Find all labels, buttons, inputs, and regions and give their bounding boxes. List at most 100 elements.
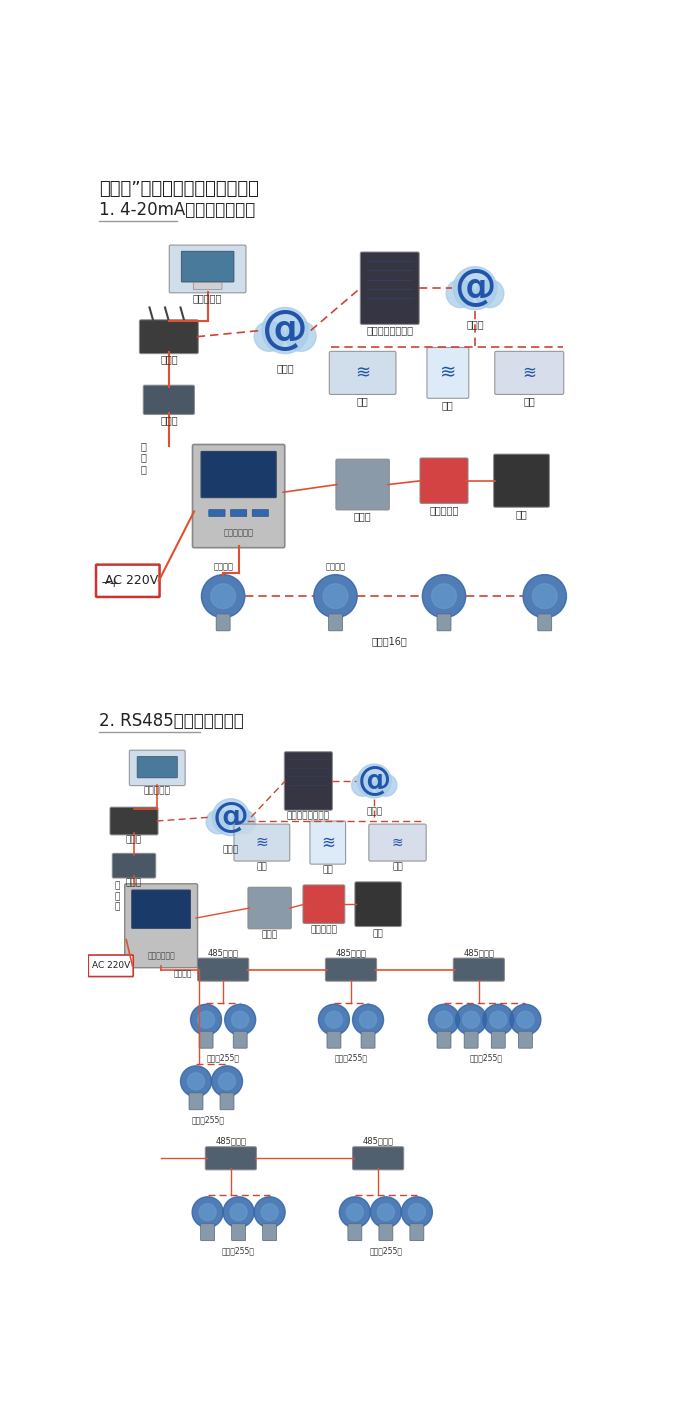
FancyBboxPatch shape xyxy=(369,825,426,861)
FancyBboxPatch shape xyxy=(491,1031,505,1048)
Circle shape xyxy=(188,1072,204,1090)
FancyBboxPatch shape xyxy=(197,958,248,981)
Text: 声光报警器: 声光报警器 xyxy=(310,924,337,934)
FancyBboxPatch shape xyxy=(248,888,291,929)
Text: AC 220V: AC 220V xyxy=(92,961,130,971)
Text: 风机: 风机 xyxy=(516,509,527,519)
Circle shape xyxy=(446,280,475,308)
Text: 485中继器: 485中继器 xyxy=(335,948,366,957)
Text: @: @ xyxy=(262,308,308,353)
FancyBboxPatch shape xyxy=(348,1224,362,1241)
Circle shape xyxy=(408,1204,426,1221)
FancyBboxPatch shape xyxy=(328,613,342,630)
Circle shape xyxy=(377,1204,394,1221)
Circle shape xyxy=(428,1005,459,1036)
FancyBboxPatch shape xyxy=(199,1031,213,1048)
Text: ≋: ≋ xyxy=(440,363,456,383)
FancyBboxPatch shape xyxy=(205,1147,256,1169)
Text: 转换器: 转换器 xyxy=(126,879,142,888)
Circle shape xyxy=(432,584,456,608)
FancyBboxPatch shape xyxy=(193,445,285,547)
Circle shape xyxy=(463,1012,480,1029)
Text: 可连接255台: 可连接255台 xyxy=(191,1116,224,1124)
FancyBboxPatch shape xyxy=(284,751,332,810)
Text: 2. RS485信号连接系统图: 2. RS485信号连接系统图 xyxy=(99,712,244,730)
FancyBboxPatch shape xyxy=(310,822,346,864)
Text: 互联网: 互联网 xyxy=(366,808,382,816)
Text: 风机: 风机 xyxy=(372,929,384,938)
FancyBboxPatch shape xyxy=(360,252,419,325)
Circle shape xyxy=(340,1197,370,1227)
Text: ≋: ≋ xyxy=(522,364,536,381)
Text: 可连接255台: 可连接255台 xyxy=(335,1054,368,1062)
FancyBboxPatch shape xyxy=(189,1093,203,1110)
Circle shape xyxy=(286,321,316,352)
Text: 手机: 手机 xyxy=(323,865,333,875)
Text: ≋: ≋ xyxy=(392,836,403,850)
Text: 电磁阀: 电磁阀 xyxy=(354,512,372,522)
Circle shape xyxy=(218,1072,235,1090)
Text: 终端: 终端 xyxy=(392,862,403,871)
Text: @: @ xyxy=(454,267,496,310)
FancyBboxPatch shape xyxy=(327,1031,341,1048)
Text: @: @ xyxy=(358,764,391,798)
Text: 可连接255台: 可连接255台 xyxy=(470,1054,503,1062)
Circle shape xyxy=(517,1012,534,1029)
FancyBboxPatch shape xyxy=(234,825,290,861)
Text: 互联网: 互联网 xyxy=(466,319,484,329)
Text: 485中继器: 485中继器 xyxy=(463,948,494,957)
Circle shape xyxy=(212,799,249,836)
FancyBboxPatch shape xyxy=(88,955,133,976)
Circle shape xyxy=(225,1005,256,1036)
FancyBboxPatch shape xyxy=(303,885,345,923)
Circle shape xyxy=(211,1067,242,1096)
Text: 485中继器: 485中继器 xyxy=(208,948,239,957)
Text: 安帕尔网络服务器: 安帕尔网络服务器 xyxy=(287,810,330,820)
Text: 单机版电脑: 单机版电脑 xyxy=(144,787,171,795)
Text: ≋: ≋ xyxy=(321,833,335,851)
FancyBboxPatch shape xyxy=(495,352,564,394)
Circle shape xyxy=(454,267,497,310)
Text: 路由器: 路由器 xyxy=(160,355,178,364)
Text: 单机版电脑: 单机版电脑 xyxy=(193,294,223,304)
Circle shape xyxy=(490,1012,507,1029)
FancyBboxPatch shape xyxy=(201,1224,215,1241)
FancyBboxPatch shape xyxy=(181,252,234,281)
FancyBboxPatch shape xyxy=(144,386,195,415)
FancyBboxPatch shape xyxy=(137,757,177,778)
Circle shape xyxy=(374,774,397,796)
Circle shape xyxy=(197,1012,215,1029)
FancyBboxPatch shape xyxy=(361,1031,375,1048)
FancyBboxPatch shape xyxy=(519,1031,533,1048)
FancyBboxPatch shape xyxy=(326,958,377,981)
Circle shape xyxy=(211,584,235,608)
Text: 电磁阀: 电磁阀 xyxy=(262,930,278,940)
Text: 信号输出: 信号输出 xyxy=(213,563,233,571)
Circle shape xyxy=(254,321,284,352)
Circle shape xyxy=(476,280,504,308)
Text: @: @ xyxy=(213,801,249,834)
Circle shape xyxy=(323,584,348,608)
FancyBboxPatch shape xyxy=(233,1031,247,1048)
FancyBboxPatch shape xyxy=(220,1093,234,1110)
Circle shape xyxy=(346,1204,363,1221)
Text: 电脑: 电脑 xyxy=(256,862,267,871)
Circle shape xyxy=(326,1012,342,1029)
FancyBboxPatch shape xyxy=(494,454,550,508)
FancyBboxPatch shape xyxy=(427,348,469,398)
Text: 终端: 终端 xyxy=(524,395,535,407)
Text: 报警控制主机: 报警控制主机 xyxy=(223,529,253,537)
Circle shape xyxy=(401,1197,433,1227)
Circle shape xyxy=(483,1005,514,1036)
Text: 可连接255台: 可连接255台 xyxy=(370,1247,402,1255)
Circle shape xyxy=(360,1012,377,1029)
Circle shape xyxy=(422,574,466,618)
Circle shape xyxy=(232,1012,248,1029)
Circle shape xyxy=(232,810,256,834)
Circle shape xyxy=(254,1197,285,1227)
FancyBboxPatch shape xyxy=(169,245,246,293)
Circle shape xyxy=(223,1197,254,1227)
Circle shape xyxy=(261,1204,278,1221)
FancyBboxPatch shape xyxy=(454,958,505,981)
Circle shape xyxy=(192,1197,223,1227)
